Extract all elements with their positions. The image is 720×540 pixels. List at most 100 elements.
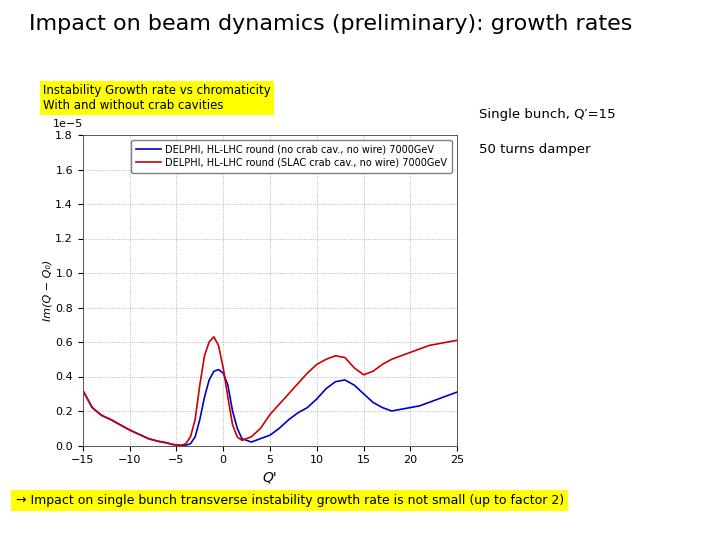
DELPHI, HL-LHC round (no crab cav., no wire) 7000GeV xyxy=(172,442,181,448)
DELPHI, HL-LHC round (no crab cav., no wire) 7000GeV xyxy=(186,441,194,447)
DELPHI, HL-LHC round (SLAC crab cav., no wire) 7000GeV xyxy=(275,401,284,407)
DELPHI, HL-LHC round (no crab cav., no wire) 7000GeV xyxy=(397,406,405,413)
DELPHI, HL-LHC round (no crab cav., no wire) 7000GeV xyxy=(107,416,115,423)
DELPHI, HL-LHC round (no crab cav., no wire) 7000GeV xyxy=(247,439,256,446)
DELPHI, HL-LHC round (no crab cav., no wire) 7000GeV xyxy=(369,399,377,406)
DELPHI, HL-LHC round (no crab cav., no wire) 7000GeV xyxy=(275,425,284,431)
DELPHI, HL-LHC round (SLAC crab cav., no wire) 7000GeV xyxy=(144,435,153,442)
DELPHI, HL-LHC round (no crab cav., no wire) 7000GeV xyxy=(116,422,125,428)
DELPHI, HL-LHC round (SLAC crab cav., no wire) 7000GeV xyxy=(256,425,265,431)
DELPHI, HL-LHC round (no crab cav., no wire) 7000GeV xyxy=(219,370,228,376)
DELPHI, HL-LHC round (no crab cav., no wire) 7000GeV xyxy=(97,412,106,418)
DELPHI, HL-LHC round (no crab cav., no wire) 7000GeV xyxy=(153,438,162,444)
DELPHI, HL-LHC round (SLAC crab cav., no wire) 7000GeV xyxy=(172,442,181,448)
DELPHI, HL-LHC round (no crab cav., no wire) 7000GeV xyxy=(215,366,223,373)
DELPHI, HL-LHC round (no crab cav., no wire) 7000GeV xyxy=(167,441,176,448)
DELPHI, HL-LHC round (no crab cav., no wire) 7000GeV xyxy=(238,435,246,442)
DELPHI, HL-LHC round (SLAC crab cav., no wire) 7000GeV xyxy=(406,349,415,355)
DELPHI, HL-LHC round (SLAC crab cav., no wire) 7000GeV xyxy=(181,441,190,447)
DELPHI, HL-LHC round (SLAC crab cav., no wire) 7000GeV xyxy=(125,427,134,433)
DELPHI, HL-LHC round (no crab cav., no wire) 7000GeV xyxy=(233,425,241,431)
DELPHI, HL-LHC round (no crab cav., no wire) 7000GeV xyxy=(434,396,443,402)
DELPHI, HL-LHC round (SLAC crab cav., no wire) 7000GeV xyxy=(425,342,433,349)
DELPHI, HL-LHC round (SLAC crab cav., no wire) 7000GeV xyxy=(195,382,204,388)
DELPHI, HL-LHC round (no crab cav., no wire) 7000GeV xyxy=(195,416,204,423)
DELPHI, HL-LHC round (no crab cav., no wire) 7000GeV xyxy=(200,394,209,401)
DELPHI, HL-LHC round (SLAC crab cav., no wire) 7000GeV xyxy=(177,442,186,449)
DELPHI, HL-LHC round (no crab cav., no wire) 7000GeV xyxy=(228,408,237,414)
DELPHI, HL-LHC round (no crab cav., no wire) 7000GeV xyxy=(359,390,368,397)
Legend: DELPHI, HL-LHC round (no crab cav., no wire) 7000GeV, DELPHI, HL-LHC round (SLAC: DELPHI, HL-LHC round (no crab cav., no w… xyxy=(132,140,452,172)
DELPHI, HL-LHC round (no crab cav., no wire) 7000GeV xyxy=(378,404,387,411)
DELPHI, HL-LHC round (SLAC crab cav., no wire) 7000GeV xyxy=(444,339,452,345)
DELPHI, HL-LHC round (SLAC crab cav., no wire) 7000GeV xyxy=(135,431,143,437)
Text: 1e−5: 1e−5 xyxy=(53,119,83,129)
DELPHI, HL-LHC round (SLAC crab cav., no wire) 7000GeV xyxy=(331,353,340,359)
DELPHI, HL-LHC round (SLAC crab cav., no wire) 7000GeV xyxy=(163,440,171,446)
DELPHI, HL-LHC round (no crab cav., no wire) 7000GeV xyxy=(453,389,462,395)
DELPHI, HL-LHC round (SLAC crab cav., no wire) 7000GeV xyxy=(233,434,241,440)
DELPHI, HL-LHC round (SLAC crab cav., no wire) 7000GeV xyxy=(167,441,176,448)
DELPHI, HL-LHC round (no crab cav., no wire) 7000GeV xyxy=(322,386,330,392)
DELPHI, HL-LHC round (SLAC crab cav., no wire) 7000GeV xyxy=(215,342,223,349)
DELPHI, HL-LHC round (SLAC crab cav., no wire) 7000GeV xyxy=(303,370,312,376)
DELPHI, HL-LHC round (no crab cav., no wire) 7000GeV xyxy=(88,404,96,411)
DELPHI, HL-LHC round (no crab cav., no wire) 7000GeV xyxy=(266,432,274,438)
DELPHI, HL-LHC round (SLAC crab cav., no wire) 7000GeV xyxy=(78,387,87,394)
DELPHI, HL-LHC round (no crab cav., no wire) 7000GeV xyxy=(406,404,415,411)
DELPHI, HL-LHC round (SLAC crab cav., no wire) 7000GeV xyxy=(294,380,302,387)
DELPHI, HL-LHC round (no crab cav., no wire) 7000GeV xyxy=(303,404,312,411)
DELPHI, HL-LHC round (no crab cav., no wire) 7000GeV xyxy=(191,434,199,440)
DELPHI, HL-LHC round (SLAC crab cav., no wire) 7000GeV xyxy=(453,337,462,343)
DELPHI, HL-LHC round (SLAC crab cav., no wire) 7000GeV xyxy=(284,390,293,397)
DELPHI, HL-LHC round (no crab cav., no wire) 7000GeV xyxy=(294,409,302,416)
DELPHI, HL-LHC round (SLAC crab cav., no wire) 7000GeV xyxy=(415,346,424,352)
DELPHI, HL-LHC round (SLAC crab cav., no wire) 7000GeV xyxy=(116,422,125,428)
DELPHI, HL-LHC round (SLAC crab cav., no wire) 7000GeV xyxy=(397,353,405,359)
DELPHI, HL-LHC round (no crab cav., no wire) 7000GeV xyxy=(350,382,359,388)
DELPHI, HL-LHC round (no crab cav., no wire) 7000GeV xyxy=(181,442,190,448)
DELPHI, HL-LHC round (no crab cav., no wire) 7000GeV xyxy=(223,382,232,388)
DELPHI, HL-LHC round (no crab cav., no wire) 7000GeV xyxy=(204,377,213,383)
DELPHI, HL-LHC round (no crab cav., no wire) 7000GeV xyxy=(256,435,265,442)
X-axis label: Q': Q' xyxy=(263,471,277,485)
Text: 50 turns damper: 50 turns damper xyxy=(479,143,590,156)
DELPHI, HL-LHC round (no crab cav., no wire) 7000GeV xyxy=(135,431,143,437)
DELPHI, HL-LHC round (SLAC crab cav., no wire) 7000GeV xyxy=(191,416,199,423)
DELPHI, HL-LHC round (no crab cav., no wire) 7000GeV xyxy=(341,377,349,383)
DELPHI, HL-LHC round (SLAC crab cav., no wire) 7000GeV xyxy=(369,368,377,375)
DELPHI, HL-LHC round (SLAC crab cav., no wire) 7000GeV xyxy=(266,411,274,418)
Line: DELPHI, HL-LHC round (SLAC crab cav., no wire) 7000GeV: DELPHI, HL-LHC round (SLAC crab cav., no… xyxy=(83,337,457,445)
DELPHI, HL-LHC round (no crab cav., no wire) 7000GeV xyxy=(177,442,186,449)
DELPHI, HL-LHC round (SLAC crab cav., no wire) 7000GeV xyxy=(223,394,232,401)
DELPHI, HL-LHC round (SLAC crab cav., no wire) 7000GeV xyxy=(153,438,162,444)
Text: Single bunch, Q′=15: Single bunch, Q′=15 xyxy=(479,108,616,121)
Text: Instability Growth rate vs chromaticity
With and without crab cavities: Instability Growth rate vs chromaticity … xyxy=(43,84,271,112)
DELPHI, HL-LHC round (no crab cav., no wire) 7000GeV xyxy=(425,399,433,406)
DELPHI, HL-LHC round (no crab cav., no wire) 7000GeV xyxy=(444,392,452,399)
Text: → Impact on single bunch transverse instability growth rate is not small (up to : → Impact on single bunch transverse inst… xyxy=(16,494,564,507)
DELPHI, HL-LHC round (no crab cav., no wire) 7000GeV xyxy=(144,435,153,442)
DELPHI, HL-LHC round (no crab cav., no wire) 7000GeV xyxy=(387,408,396,414)
DELPHI, HL-LHC round (SLAC crab cav., no wire) 7000GeV xyxy=(219,364,228,371)
DELPHI, HL-LHC round (SLAC crab cav., no wire) 7000GeV xyxy=(186,434,194,440)
DELPHI, HL-LHC round (no crab cav., no wire) 7000GeV xyxy=(125,427,134,433)
DELPHI, HL-LHC round (SLAC crab cav., no wire) 7000GeV xyxy=(341,354,349,361)
DELPHI, HL-LHC round (no crab cav., no wire) 7000GeV xyxy=(312,396,321,402)
DELPHI, HL-LHC round (no crab cav., no wire) 7000GeV xyxy=(78,387,87,394)
DELPHI, HL-LHC round (SLAC crab cav., no wire) 7000GeV xyxy=(210,334,218,340)
DELPHI, HL-LHC round (no crab cav., no wire) 7000GeV xyxy=(210,368,218,375)
DELPHI, HL-LHC round (SLAC crab cav., no wire) 7000GeV xyxy=(322,356,330,362)
DELPHI, HL-LHC round (SLAC crab cav., no wire) 7000GeV xyxy=(200,353,209,359)
Line: DELPHI, HL-LHC round (no crab cav., no wire) 7000GeV: DELPHI, HL-LHC round (no crab cav., no w… xyxy=(83,369,457,445)
DELPHI, HL-LHC round (SLAC crab cav., no wire) 7000GeV xyxy=(97,412,106,418)
DELPHI, HL-LHC round (SLAC crab cav., no wire) 7000GeV xyxy=(107,416,115,423)
DELPHI, HL-LHC round (SLAC crab cav., no wire) 7000GeV xyxy=(238,437,246,443)
DELPHI, HL-LHC round (no crab cav., no wire) 7000GeV xyxy=(415,403,424,409)
DELPHI, HL-LHC round (no crab cav., no wire) 7000GeV xyxy=(163,440,171,446)
DELPHI, HL-LHC round (SLAC crab cav., no wire) 7000GeV xyxy=(387,356,396,362)
DELPHI, HL-LHC round (SLAC crab cav., no wire) 7000GeV xyxy=(434,341,443,347)
DELPHI, HL-LHC round (SLAC crab cav., no wire) 7000GeV xyxy=(312,361,321,368)
DELPHI, HL-LHC round (SLAC crab cav., no wire) 7000GeV xyxy=(247,434,256,440)
DELPHI, HL-LHC round (SLAC crab cav., no wire) 7000GeV xyxy=(359,372,368,378)
